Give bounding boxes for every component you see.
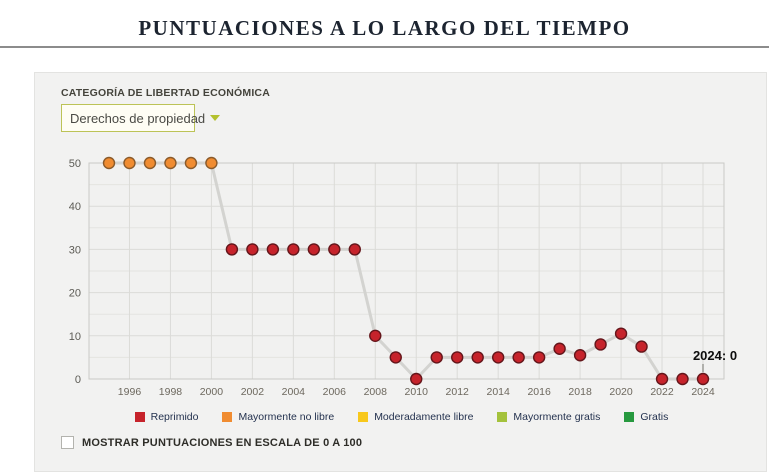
data-point-2010[interactable] bbox=[410, 372, 423, 386]
x-axis-tick-label: 2004 bbox=[282, 386, 306, 398]
data-point-1995[interactable] bbox=[102, 156, 116, 170]
x-axis-tick-label: 2018 bbox=[568, 386, 592, 398]
data-point-2019[interactable] bbox=[594, 338, 607, 351]
data-point-2018[interactable] bbox=[573, 349, 587, 362]
scale-toggle-row: MOSTRAR PUNTUACIONES EN ESCALA DE 0 A 10… bbox=[61, 436, 362, 449]
x-axis-tick-label: 2016 bbox=[527, 386, 551, 398]
scores-line-chart-svg: 0 10 20 30 40 50 1996 1998 2000 2002 2004 2006 2008 2… bbox=[69, 156, 737, 398]
data-point-1997[interactable] bbox=[143, 156, 157, 170]
data-point-2002[interactable] bbox=[246, 243, 259, 256]
y-axis-tick-label: 0 bbox=[75, 374, 81, 386]
y-axis-tick-label: 10 bbox=[69, 331, 81, 343]
data-point-2021[interactable] bbox=[635, 340, 648, 353]
plot-border bbox=[88, 162, 725, 380]
legend-swatch-icon bbox=[222, 412, 233, 422]
x-axis-tick-label: 2024 bbox=[691, 386, 715, 398]
data-point-2009[interactable] bbox=[389, 351, 402, 364]
x-axis-tick-label: 2022 bbox=[650, 386, 674, 398]
x-axis-tick-label: 2010 bbox=[405, 386, 429, 398]
data-point-2004[interactable] bbox=[287, 243, 300, 256]
y-axis-tick-label: 30 bbox=[69, 244, 81, 256]
data-point-2006[interactable] bbox=[328, 243, 341, 256]
y-axis-tick-label: 50 bbox=[69, 158, 81, 170]
category-filter-label: CATEGORÍA DE LIBERTAD ECONÓMICA bbox=[61, 87, 271, 99]
y-axis-tick-label: 20 bbox=[69, 288, 81, 300]
data-point-1999[interactable] bbox=[184, 156, 198, 170]
data-point-2012[interactable] bbox=[451, 351, 464, 364]
legend-label: Gratis bbox=[640, 411, 669, 423]
legend-swatch-icon bbox=[497, 412, 508, 422]
x-axis-tick-label: 2012 bbox=[446, 386, 470, 398]
legend-label: Moderadamente libre bbox=[374, 411, 474, 423]
title-divider bbox=[0, 46, 769, 48]
x-axis-tick-label: 2002 bbox=[241, 386, 265, 398]
x-axis-tick-label: 2000 bbox=[200, 386, 224, 398]
scale-100-checkbox[interactable] bbox=[61, 436, 74, 449]
data-point-2000[interactable] bbox=[205, 156, 218, 170]
category-dropdown-value: Derechos de propiedad bbox=[70, 110, 206, 126]
legend-swatch-icon bbox=[358, 412, 369, 422]
data-point-2024[interactable] bbox=[696, 372, 710, 386]
data-point-2016[interactable] bbox=[532, 351, 546, 364]
legend-item: Mayormente no libre bbox=[222, 411, 334, 423]
x-axis-tick-label: 2006 bbox=[323, 386, 347, 398]
data-point-2023[interactable] bbox=[676, 372, 689, 386]
data-point-2001[interactable] bbox=[225, 243, 239, 256]
data-point-2020[interactable] bbox=[614, 327, 628, 340]
data-point-2005[interactable] bbox=[307, 243, 321, 256]
data-point-2003[interactable] bbox=[266, 243, 280, 256]
legend-swatch-icon bbox=[624, 412, 635, 422]
x-axis-tick-label: 2020 bbox=[609, 386, 633, 398]
chevron-down-icon bbox=[210, 115, 221, 121]
legend-item: Mayormente gratis bbox=[497, 411, 600, 423]
legend-swatch-icon bbox=[134, 412, 145, 422]
legend-item: Reprimido bbox=[134, 411, 199, 423]
page-title: PUNTUACIONES A LO LARGO DEL TIEMPO bbox=[138, 16, 631, 40]
data-point-2015[interactable] bbox=[512, 351, 525, 364]
scale-100-label[interactable]: MOSTRAR PUNTUACIONES EN ESCALA DE 0 A 10… bbox=[82, 436, 363, 449]
x-axis-tick-label: 1998 bbox=[159, 386, 183, 398]
data-point-2007[interactable] bbox=[348, 243, 361, 256]
data-point-2013[interactable] bbox=[471, 351, 484, 364]
x-axis-tick-label: 1996 bbox=[118, 386, 142, 398]
data-point-2022[interactable] bbox=[655, 372, 669, 386]
data-point-1996[interactable] bbox=[123, 156, 136, 170]
latest-score-annotation: 2024: 0 bbox=[693, 348, 737, 363]
data-point-2017[interactable] bbox=[553, 342, 566, 355]
x-axis-tick-label: 2008 bbox=[364, 386, 388, 398]
legend-item: Moderadamente libre bbox=[358, 411, 473, 423]
y-axis-tick-label: 40 bbox=[69, 201, 81, 213]
legend-label: Mayormente no libre bbox=[238, 411, 335, 423]
chart-legend: Reprimido Mayormente no libre Moderadament… bbox=[35, 411, 768, 423]
legend-item: Gratis bbox=[624, 411, 668, 423]
data-point-1998[interactable] bbox=[164, 156, 177, 170]
data-point-2011[interactable] bbox=[430, 351, 443, 364]
data-point-2008[interactable] bbox=[369, 329, 382, 342]
data-point-2014[interactable] bbox=[491, 351, 505, 364]
scores-chart: 0 10 20 30 40 50 1996 1998 2000 2002 2004 2006 2008 2… bbox=[35, 73, 768, 408]
legend-label: Reprimido bbox=[150, 411, 199, 423]
category-dropdown[interactable]: Derechos de propiedad bbox=[61, 104, 221, 132]
x-axis-tick-label: 2014 bbox=[486, 386, 510, 398]
scores-panel: CATEGORÍA DE LIBERTAD ECONÓMICA Derechos… bbox=[34, 72, 767, 472]
legend-label: Mayormente gratis bbox=[513, 411, 601, 423]
